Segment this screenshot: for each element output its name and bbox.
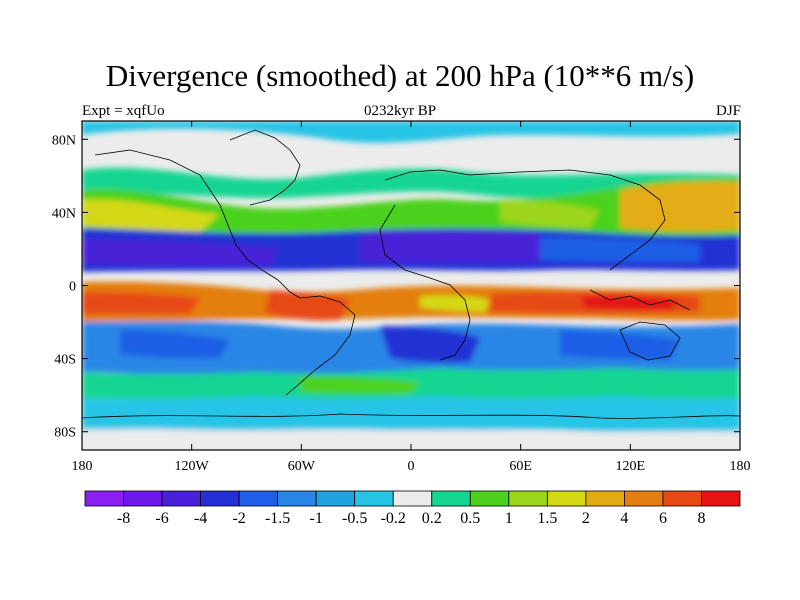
lat-tick-label: 80S	[54, 426, 76, 441]
colorbar-swatch	[546, 490, 587, 507]
lon-tick-label: 120E	[616, 459, 646, 474]
colorbar-label: 1	[505, 510, 513, 527]
colorbar-swatch	[200, 490, 240, 507]
contour-fill-layer	[82, 121, 740, 450]
colorbar-swatch	[469, 490, 510, 507]
colorbar-swatch	[315, 490, 356, 507]
colorbar-label: 0.5	[460, 510, 480, 527]
plot-title: Divergence (smoothed) at 200 hPa (10**6 …	[105, 58, 695, 93]
colorbar-swatch	[508, 490, 548, 507]
colorbar-label: 2	[582, 510, 590, 527]
lon-tick-label: 120W	[175, 459, 210, 474]
colorbar-label: -4	[194, 510, 207, 527]
colorbar-label: -2	[232, 510, 245, 527]
lon-tick-label: 180	[72, 459, 93, 474]
colorbar-label: -8	[117, 510, 130, 527]
colorbar-swatch	[624, 490, 664, 507]
experiment-label: Expt = xqfUo	[82, 103, 165, 119]
lon-tick-label: 180	[730, 459, 751, 474]
time-label: 0232kyr BP	[363, 103, 437, 119]
colorbar-swatch	[585, 490, 625, 507]
colorbar: -8 -6 -4 -2 -1.5 -1 -0.5 -0.2 0.2 0.5 1 1.5 2 4 6 8	[84, 490, 741, 527]
colorbar-swatch	[277, 490, 317, 507]
colorbar-swatch	[354, 490, 394, 507]
colorbar-swatch	[701, 490, 741, 507]
latitude-axis: 80N 40N 0 40S 80S	[52, 133, 740, 441]
colorbar-swatch	[123, 490, 163, 507]
colorbar-label: -0.5	[342, 510, 367, 527]
lat-tick-label: 40S	[54, 353, 76, 368]
colorbar-label: 1.5	[537, 510, 557, 527]
colorbar-swatch	[238, 490, 279, 507]
coastlines	[82, 129, 740, 419]
colorbar-label: 8	[697, 510, 705, 527]
lat-tick-label: 80N	[52, 133, 76, 148]
lat-tick-label: 40N	[52, 206, 76, 221]
colorbar-label: -1.5	[265, 510, 290, 527]
colorbar-label: -1	[310, 510, 323, 527]
colorbar-swatch	[662, 490, 702, 507]
colorbar-label: 6	[659, 510, 667, 527]
lon-tick-label: 60E	[509, 459, 532, 474]
colorbar-label: -6	[155, 510, 168, 527]
colorbar-label: 0.2	[422, 510, 442, 527]
longitude-axis: 180 120W 60W 0 60E 120E 180	[72, 121, 751, 474]
colorbar-label: 4	[620, 510, 628, 527]
lon-tick-label: 60W	[288, 459, 316, 474]
lon-tick-label: 0	[408, 459, 415, 474]
colorbar-swatch	[431, 490, 471, 507]
colorbar-swatch	[161, 490, 201, 507]
lat-tick-label: 0	[69, 280, 76, 295]
colorbar-swatch	[392, 490, 433, 507]
season-label: DJF	[715, 103, 741, 119]
colorbar-swatch	[84, 490, 124, 507]
colorbar-label: -0.2	[381, 510, 406, 527]
